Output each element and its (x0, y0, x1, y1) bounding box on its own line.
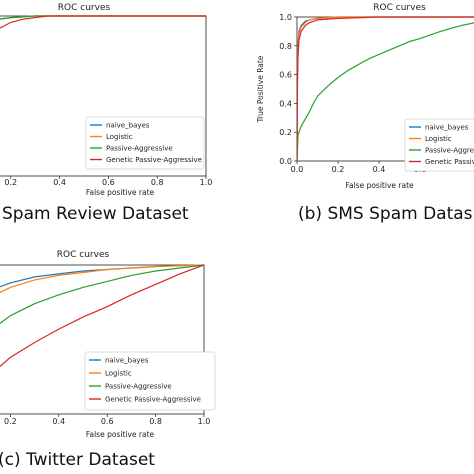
y-tick-label: 0.4 (279, 99, 292, 108)
roc-chart-spam-review: ROC curves 0.2 0.4 0.6 0.8 1.0 False positive … (0, 3, 213, 197)
chart-title: ROC curves (57, 250, 110, 260)
legend-label-naive-bayes: naive_bayes (425, 124, 469, 132)
y-tick-label: 0.2 (279, 128, 292, 137)
x-tick-label: 0.6 (101, 417, 114, 426)
x-tick-label: 0.8 (151, 178, 164, 187)
legend-label-genetic-passive-aggressive: Genetic Passive-Aggressive (105, 396, 201, 404)
x-tick-label: 0.2 (4, 178, 17, 187)
x-tick-label: 1.0 (200, 178, 213, 187)
x-tick-label: 0.6 (102, 178, 115, 187)
plot-frame (0, 264, 205, 415)
caption-sms-spam: (b) SMS Spam Datas (298, 204, 473, 224)
legend-label-logistic: Logistic (425, 135, 452, 143)
series-line-genetic-passive-aggressive (297, 16, 474, 161)
x-tick-label: 0.2 (4, 417, 17, 426)
x-tick-label: 0.4 (373, 165, 386, 174)
roc-chart-twitter: ROC curves 0.2 0.4 0.6 0.8 1.0 False positive … (0, 250, 216, 439)
series-line-passive-aggressive (0, 264, 204, 325)
legend-box (404, 118, 474, 172)
legend-label-genetic-passive-aggressive: Genetic Passive-Aggressive (106, 156, 202, 164)
y-tick-label: 0.0 (279, 157, 292, 166)
x-axis-label: False positive rate (345, 181, 414, 190)
y-tick-label: 0.8 (279, 42, 292, 51)
legend-label-genetic-passive-aggressive: Genetic Passive-Aggressive (425, 158, 474, 166)
x-axis-label: False positive rate (86, 188, 155, 197)
legend-label-passive-aggressive: Passive-Aggressive (425, 147, 474, 155)
legend-label-naive-bayes: naive_bayes (106, 122, 150, 130)
x-axis-label: False positive rate (86, 430, 155, 439)
series-line-passive-aggressive (297, 22, 474, 161)
legend-label-logistic: Logistic (106, 133, 133, 141)
y-axis-label: True Positive Rate (256, 55, 265, 123)
x-tick-label: 0.4 (53, 178, 66, 187)
legend-label-logistic: Logistic (105, 370, 132, 378)
legend-label-passive-aggressive: Passive-Aggressive (105, 383, 172, 391)
y-tick-label: 1.0 (279, 13, 292, 22)
x-tick-label: 0.2 (332, 165, 345, 174)
x-tick-label: 0.0 (291, 165, 304, 174)
caption-spam-review: Spam Review Dataset (2, 204, 189, 224)
legend-box (85, 116, 205, 170)
chart-title: ROC curves (373, 3, 426, 13)
y-tick-label: 0.6 (279, 71, 292, 80)
caption-twitter: (c) Twitter Dataset (0, 450, 155, 470)
legend-box (84, 351, 216, 411)
roc-chart-sms-spam: ROC curves0.00.20.40.60.00.20.40.60.81.0… (256, 3, 474, 190)
x-tick-label: 1.0 (198, 417, 211, 426)
series-line-genetic-passive-aggressive (0, 264, 204, 368)
legend-label-naive-bayes: naive_bayes (105, 357, 149, 365)
series-line-logistic (0, 264, 204, 294)
chart-title: ROC curves (58, 3, 111, 13)
x-tick-label: 0.4 (52, 417, 65, 426)
x-tick-label: 0.8 (149, 417, 162, 426)
series-line-passive-aggressive (0, 15, 206, 20)
series-line-genetic-passive-aggressive (0, 15, 206, 29)
legend-label-passive-aggressive: Passive-Aggressive (106, 145, 173, 153)
